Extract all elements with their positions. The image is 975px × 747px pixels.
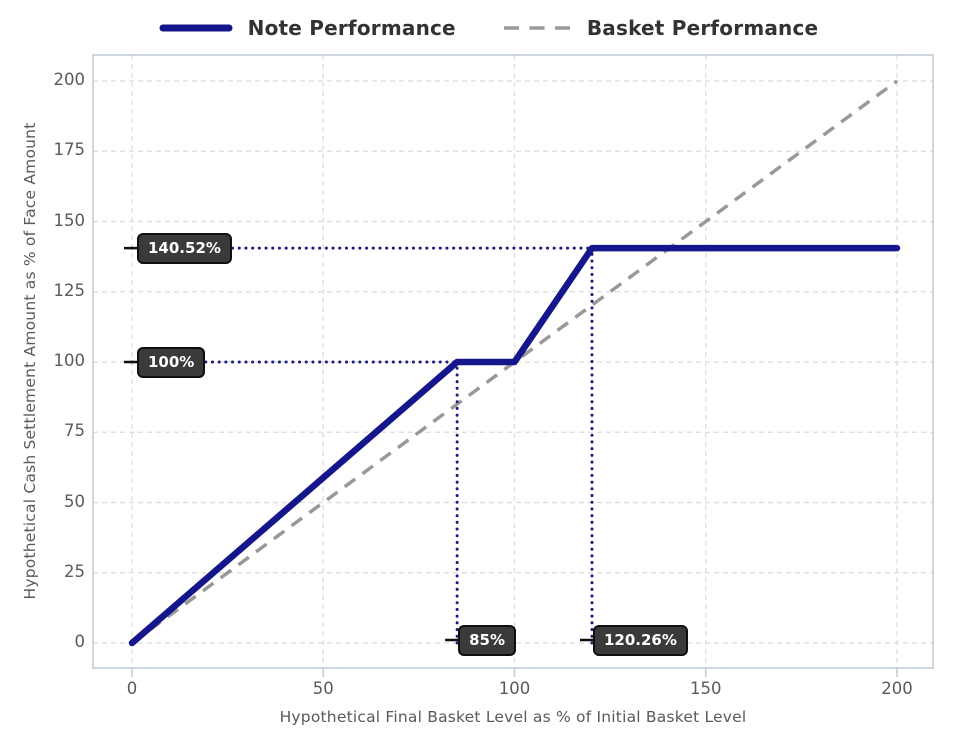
y-axis-title: Hypothetical Cash Settlement Amount as %… [21, 122, 39, 600]
x-axis-title: Hypothetical Final Basket Level as % of … [279, 708, 747, 726]
legend-item-basket-performance: Basket Performance [502, 16, 818, 40]
plot-border [92, 54, 934, 669]
note-line-swatch-icon [159, 24, 233, 32]
legend-label-note: Note Performance [247, 16, 456, 40]
legend-item-note-performance: Note Performance [157, 16, 456, 40]
note-performance-line [128, 244, 901, 647]
legend: Note Performance Basket Performance [0, 16, 975, 40]
basket-line-swatch-icon [503, 26, 572, 30]
legend-label-basket: Basket Performance [586, 16, 819, 40]
